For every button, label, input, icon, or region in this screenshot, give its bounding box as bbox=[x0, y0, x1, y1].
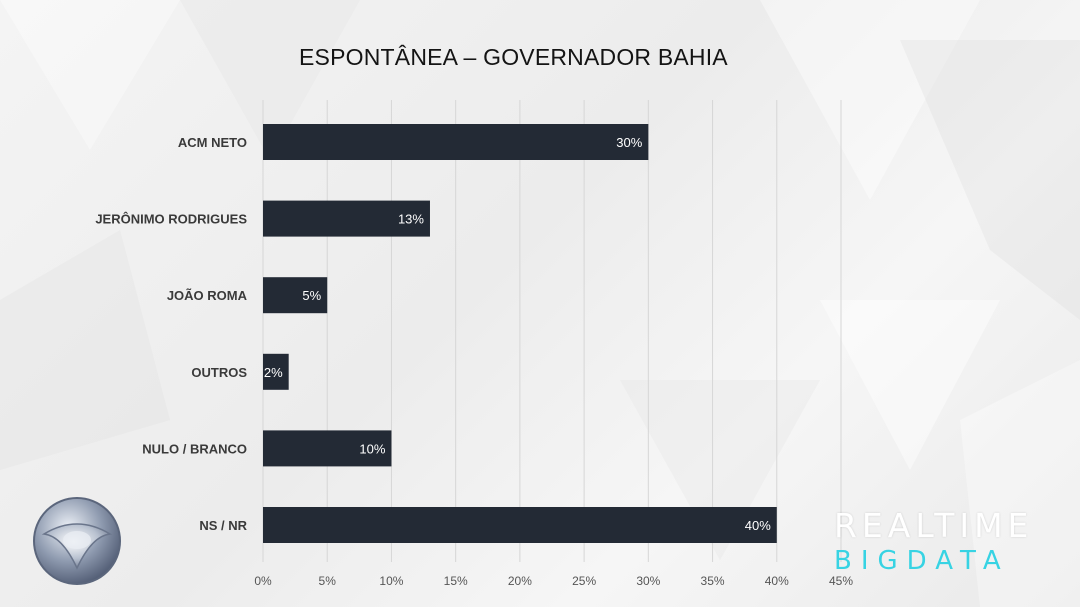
x-tick-label: 45% bbox=[829, 574, 853, 588]
x-tick-label: 35% bbox=[701, 574, 725, 588]
realtime-bigdata-logo: REALTIME BIGDATA bbox=[834, 506, 1034, 577]
category-label: OUTROS bbox=[191, 365, 247, 380]
x-tick-label: 15% bbox=[444, 574, 468, 588]
category-labels: ACM NETO JERÔNIMO RODRIGUES JOÃO ROMA OUTRO… bbox=[95, 135, 247, 533]
bar bbox=[263, 353, 289, 390]
category-label: NULO / BRANCO bbox=[142, 441, 247, 456]
brand-top-text: REALTIME bbox=[834, 506, 1034, 545]
brand-bottom-text: BIGDATA bbox=[834, 546, 1010, 576]
bar-value-label: 30% bbox=[616, 135, 642, 150]
category-label: JERÔNIMO RODRIGUES bbox=[95, 212, 247, 227]
x-tick-label: 20% bbox=[508, 574, 532, 588]
category-label: JOÃO ROMA bbox=[167, 288, 248, 303]
category-label: ACM NETO bbox=[178, 135, 247, 150]
bar bbox=[263, 430, 392, 467]
grid-lines bbox=[262, 100, 842, 562]
x-tick-label: 10% bbox=[379, 574, 403, 588]
bar bbox=[263, 277, 328, 314]
bar-value-label: 40% bbox=[745, 518, 771, 533]
x-tick-label: 40% bbox=[765, 574, 789, 588]
x-tick-label: 30% bbox=[636, 574, 660, 588]
record-logo-icon bbox=[33, 497, 121, 585]
category-label: NS / NR bbox=[199, 518, 247, 533]
bar bbox=[263, 507, 777, 543]
chart-title: ESPONTÂNEA – GOVERNADOR BAHIA bbox=[299, 44, 728, 70]
bars: 30% 13% 5% 2% 10% 40% bbox=[263, 124, 777, 543]
bar bbox=[263, 124, 649, 160]
x-tick-labels: 0% 5% 10% 15% 20% 25% 30% 35% 40% 45% bbox=[254, 574, 853, 588]
bar-value-label: 13% bbox=[398, 212, 424, 227]
bar-value-label: 2% bbox=[264, 365, 283, 380]
x-tick-label: 0% bbox=[254, 574, 272, 588]
bar-value-label: 10% bbox=[359, 441, 385, 456]
x-tick-label: 25% bbox=[572, 574, 596, 588]
x-tick-label: 5% bbox=[319, 574, 337, 588]
bar-value-label: 5% bbox=[302, 288, 321, 303]
bar bbox=[263, 200, 430, 237]
